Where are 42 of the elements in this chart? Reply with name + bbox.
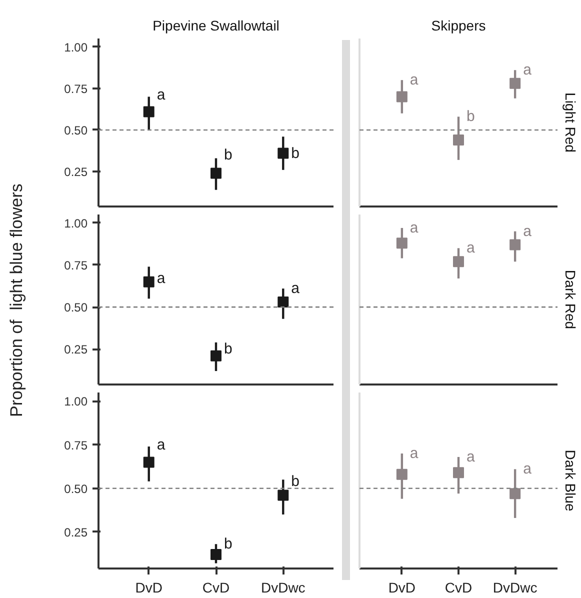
annotation: b: [224, 340, 232, 358]
annotation: a: [466, 240, 476, 257]
y-tick-label: 0.25: [64, 342, 88, 357]
x-tick-label: DvDwc: [492, 580, 538, 596]
x-tick-label: CvD: [444, 580, 472, 596]
y2-axis-title: Light Red: [562, 92, 578, 152]
x-tick-label: CvD: [202, 580, 230, 596]
annotation: a: [523, 460, 532, 478]
annotation: a: [156, 270, 166, 287]
x-tick-label: DvDwc: [260, 580, 306, 596]
annotation: b: [224, 536, 232, 553]
annotation: a: [410, 72, 419, 89]
annotation: b: [224, 146, 232, 164]
annotation: a: [291, 280, 300, 298]
y-tick-label: 1.00: [64, 394, 88, 409]
y-tick-label: 0.50: [64, 300, 88, 315]
y-tick-label: 0.25: [64, 525, 88, 540]
y2-axis-title: Dark Blue: [562, 450, 578, 512]
y-axis-title: Proportion of light blue flowers: [6, 183, 27, 417]
y-tick-label: 0.75: [64, 258, 88, 272]
y-tick-label: 1.00: [64, 216, 88, 230]
y-tick-label: 0.25: [64, 165, 88, 180]
annotation: a: [410, 444, 419, 462]
annotation: a: [410, 219, 419, 236]
annotation: b: [291, 144, 300, 162]
x-tick-label: DvD: [135, 580, 162, 596]
y-tick-label: 0.75: [64, 82, 88, 96]
annotation: a: [156, 436, 166, 454]
chart-title: Pipevine Swallowtail: [152, 18, 280, 34]
annotation: a: [523, 62, 532, 79]
y-tick-label: 0.50: [64, 482, 88, 496]
y-tick-label: 0.75: [64, 438, 88, 452]
chart-title: Skippers: [431, 18, 486, 34]
y-tick-label: 1.00: [64, 40, 88, 54]
annotation: a: [523, 222, 532, 240]
annotation: b: [466, 108, 475, 126]
annotation: a: [466, 448, 476, 466]
y2-axis-title: Dark Red: [562, 270, 578, 330]
y-tick-label: 0.50: [64, 123, 88, 138]
annotation: b: [291, 472, 300, 490]
x-tick-label: DvD: [388, 580, 416, 596]
annotation: a: [156, 86, 166, 104]
